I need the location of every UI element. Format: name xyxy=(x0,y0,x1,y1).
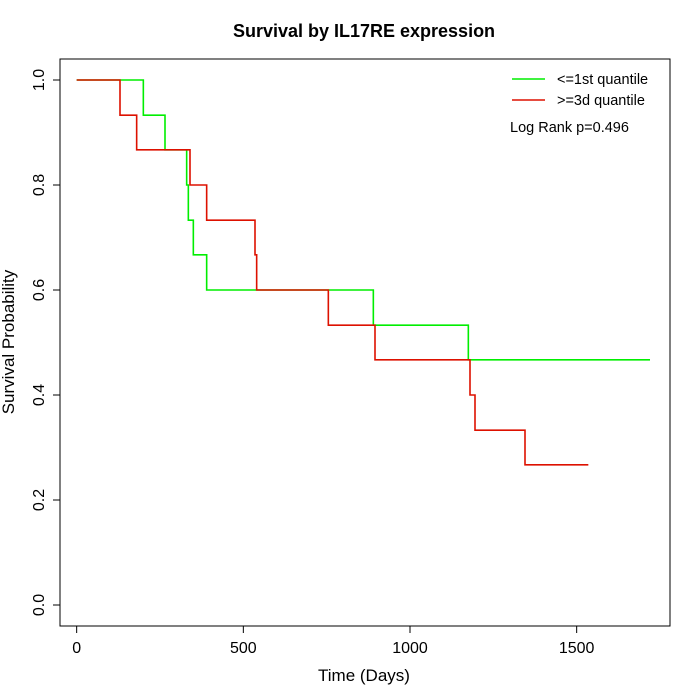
x-tick-label: 0 xyxy=(72,640,81,657)
legend-label: <=1st quantile xyxy=(557,72,648,88)
survival-curve-series-1 xyxy=(76,79,650,361)
y-tick-label: 1.0 xyxy=(31,69,48,91)
y-tick-label: 0.0 xyxy=(31,594,48,616)
y-tick-label: 0.4 xyxy=(31,384,48,406)
y-axis-label: Survival Probability xyxy=(0,269,18,414)
legend: <=1st quantile >=3d quantile xyxy=(512,72,648,109)
y-tick-label: 0.6 xyxy=(31,279,48,301)
chart-title: Survival by IL17RE expression xyxy=(233,21,495,41)
x-tick-label: 500 xyxy=(230,640,257,657)
legend-label: >=3d quantile xyxy=(557,93,645,109)
y-tick-label: 0.2 xyxy=(31,489,48,511)
survival-curve-series-2 xyxy=(76,79,589,466)
x-tick-label: 1000 xyxy=(392,640,428,657)
y-tick-label: 0.8 xyxy=(31,174,48,196)
x-axis-label: Time (Days) xyxy=(318,666,410,685)
y-axis: 0.0 0.2 0.4 0.6 0.8 1.0 xyxy=(31,69,61,616)
log-rank-annotation: Log Rank p=0.496 xyxy=(510,120,629,136)
x-tick-label: 1500 xyxy=(559,640,595,657)
survival-curves xyxy=(76,79,650,466)
x-axis: 0 500 1000 1500 xyxy=(72,625,595,657)
plot-frame xyxy=(59,58,671,627)
